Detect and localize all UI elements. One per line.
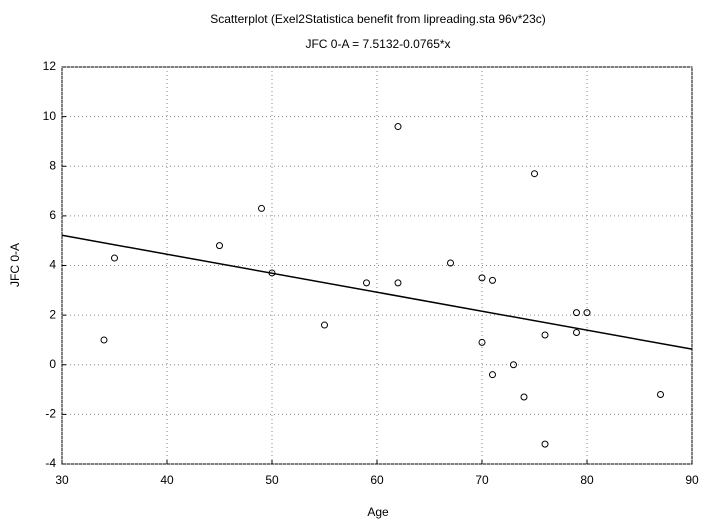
x-tick-label: 70 <box>475 473 489 487</box>
point <box>573 328 580 336</box>
point <box>510 361 517 369</box>
plot-frame <box>61 66 693 465</box>
point <box>258 204 265 212</box>
point <box>100 336 108 344</box>
x-tick-label: 40 <box>160 473 174 487</box>
y-tick-label: -2 <box>45 407 56 421</box>
point <box>111 254 118 262</box>
x-tick-label: 60 <box>370 473 384 487</box>
point <box>394 279 402 287</box>
point <box>531 170 538 178</box>
y-tick-label: 10 <box>43 109 57 123</box>
point <box>363 279 370 287</box>
chart-subtitle: JFC 0-A = 7.5132-0.0765*x <box>305 37 450 51</box>
point <box>321 321 328 329</box>
point <box>216 242 223 250</box>
regression-line <box>61 234 693 350</box>
point <box>489 276 496 284</box>
y-axis-label: JFC 0-A <box>8 243 22 287</box>
y-tick-label: 4 <box>49 258 56 272</box>
y-tick-label: 2 <box>49 307 56 321</box>
point <box>489 371 496 379</box>
x-tick-label: 50 <box>265 473 279 487</box>
point <box>541 440 549 448</box>
point <box>520 393 528 401</box>
point <box>394 123 402 131</box>
y-tick-label: 8 <box>49 158 56 172</box>
point <box>478 274 486 282</box>
chart-title: Scatterplot (Exel2Statistica benefit fro… <box>210 12 546 26</box>
point <box>583 309 591 317</box>
y-tick-label: -4 <box>45 456 56 470</box>
point <box>657 391 664 399</box>
y-tick-label: 6 <box>49 208 56 222</box>
point <box>478 338 486 346</box>
point <box>541 331 549 339</box>
y-tick-label: 12 <box>43 59 57 73</box>
point <box>447 259 454 267</box>
x-axis-label: Age <box>367 505 389 519</box>
point <box>268 269 276 277</box>
x-tick-label: 30 <box>55 473 69 487</box>
x-tick-label: 80 <box>580 473 594 487</box>
y-tick-label: 0 <box>49 357 56 371</box>
point <box>573 309 580 317</box>
x-tick-label: 90 <box>685 473 699 487</box>
